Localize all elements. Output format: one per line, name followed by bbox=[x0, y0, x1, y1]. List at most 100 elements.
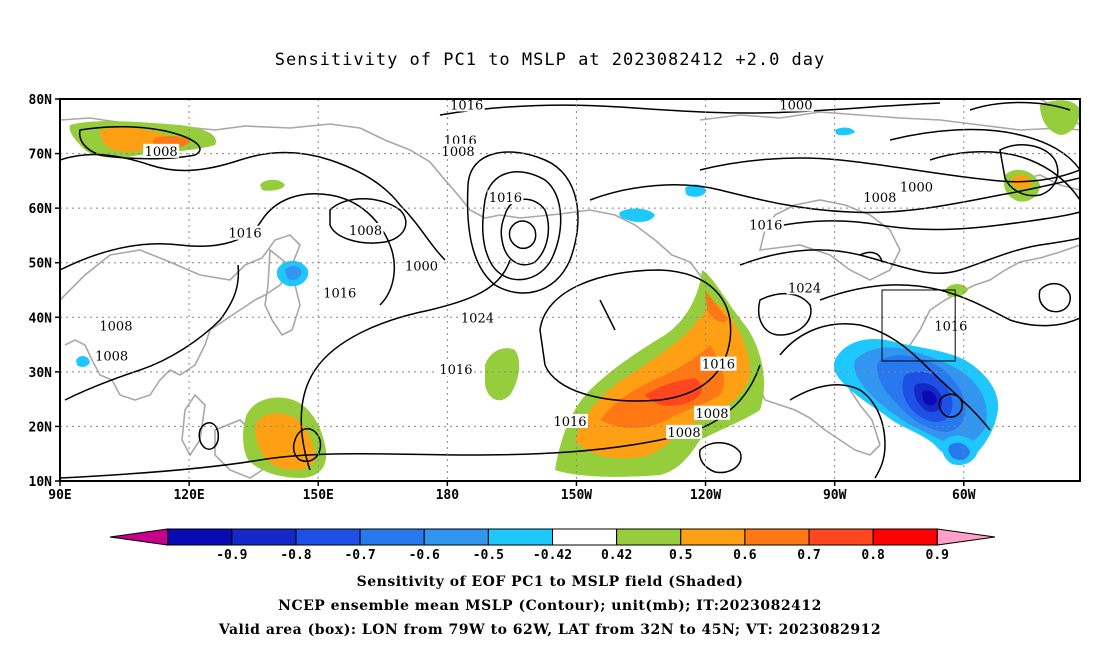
contour-label: 1008 bbox=[863, 191, 896, 206]
contour-label-bg bbox=[700, 356, 737, 371]
contour-label: 1016 bbox=[934, 319, 967, 334]
lat-label: 50N bbox=[29, 257, 53, 272]
contour-label: 1000 bbox=[900, 180, 933, 195]
map-title: Sensitivity of PC1 to MSLP at 2023082412… bbox=[274, 50, 826, 70]
shaded-region-23 bbox=[948, 442, 970, 460]
lon-label: 150W bbox=[561, 488, 592, 503]
contour-label-bg bbox=[321, 285, 358, 300]
contour-label: 1000 bbox=[779, 98, 812, 113]
contour-label-bg bbox=[442, 132, 479, 147]
colorbar-segment bbox=[295, 528, 361, 546]
contour-label-bg bbox=[861, 190, 898, 205]
colorbar: -0.9 -0.8 -0.7 -0.6 -0.5 -0.42 0.42 0.5 0.6 0.7 0.… bbox=[109, 528, 996, 563]
contour-label: 1016 bbox=[450, 98, 483, 113]
colorbar-min-arrow bbox=[109, 528, 169, 546]
contour-label-bg bbox=[227, 225, 264, 240]
contour-label-bg bbox=[898, 179, 935, 194]
colorbar-label: -0.5 bbox=[473, 548, 504, 563]
lon-label: 120E bbox=[173, 488, 204, 503]
contour-label: 1024 bbox=[461, 311, 494, 326]
contour-label: 1016 bbox=[229, 227, 262, 242]
colorbar-segment bbox=[423, 528, 489, 546]
contour-label: 1000 bbox=[405, 259, 438, 274]
lon-label: 90E bbox=[48, 488, 71, 503]
shaded-region-21 bbox=[922, 390, 937, 406]
footer-line-3: Valid area (box): LON from 79W to 62W, L… bbox=[218, 622, 882, 638]
shaded-region-27 bbox=[685, 184, 706, 197]
contour-label: 1016 bbox=[702, 358, 735, 373]
contour-label-bg bbox=[777, 99, 814, 112]
contour-label: 1016 bbox=[553, 415, 586, 430]
lon-label: 90W bbox=[823, 488, 847, 503]
contour-label: 1016 bbox=[749, 219, 782, 234]
contour-label-bg bbox=[440, 143, 477, 158]
colorbar-label: 0.5 bbox=[669, 548, 692, 563]
colorbar-segment bbox=[552, 528, 618, 546]
colorbar-label: -0.6 bbox=[409, 548, 440, 563]
colorbar-label: -0.7 bbox=[344, 548, 375, 563]
contour-label: 1016 bbox=[439, 363, 472, 378]
shaded-region-28 bbox=[835, 127, 855, 136]
colorbar-segment bbox=[680, 528, 746, 546]
colorbar-label: 0.8 bbox=[861, 548, 885, 563]
contour-label: 1008 bbox=[695, 407, 728, 422]
shaded-region-29 bbox=[76, 356, 90, 367]
contour-label-bg bbox=[747, 217, 784, 232]
shaded-region-25 bbox=[285, 266, 302, 280]
contour-label-bg bbox=[786, 280, 823, 295]
colorbar-segment bbox=[744, 528, 810, 546]
contour-label-bg bbox=[694, 405, 731, 420]
contour-label-bg bbox=[437, 362, 474, 377]
mslp-contours bbox=[60, 101, 1080, 479]
colorbar-label: 0.7 bbox=[797, 548, 820, 563]
colorbar-label: 0.9 bbox=[926, 548, 949, 563]
colorbar-segment bbox=[359, 528, 425, 546]
contour-label: 1008 bbox=[145, 145, 178, 160]
contour-label-bg bbox=[459, 310, 496, 325]
colorbar-label: -0.8 bbox=[280, 548, 311, 563]
contour-label-bg bbox=[932, 318, 969, 333]
lat-label: 70N bbox=[29, 148, 53, 163]
shaded-region-26 bbox=[619, 208, 655, 223]
colorbar-label: 0.42 bbox=[601, 548, 632, 563]
contour-label: 1008 bbox=[668, 426, 701, 441]
contour-label-bg bbox=[448, 99, 485, 112]
contour-label-bg bbox=[347, 222, 384, 237]
contour-label: 1016 bbox=[489, 191, 522, 206]
colorbar-segment bbox=[487, 528, 553, 546]
colorbar-label: -0.9 bbox=[216, 548, 247, 563]
contour-label-bg bbox=[666, 424, 703, 439]
footer-line-1: Sensitivity of EOF PC1 to MSLP field (Sh… bbox=[356, 574, 744, 590]
contour-label-bg bbox=[143, 143, 180, 158]
lat-label: 60N bbox=[29, 202, 53, 217]
contour-label-bg bbox=[552, 413, 588, 428]
lon-label: 120W bbox=[690, 488, 721, 503]
lat-label: 20N bbox=[29, 420, 53, 435]
lat-label: 10N bbox=[29, 475, 53, 490]
colorbar-segment bbox=[167, 528, 233, 546]
contour-label: 1016 bbox=[323, 287, 356, 302]
contour-label: 1024 bbox=[788, 281, 821, 296]
valid-area-box bbox=[881, 289, 956, 362]
contour-labels: 1016 1000 1016 1008 1008 1000 1016 1008 1016 1016… bbox=[93, 98, 969, 441]
shaded-region-12 bbox=[1040, 100, 1080, 135]
footer-line-2: NCEP ensemble mean MSLP (Contour); unit(… bbox=[278, 598, 822, 614]
lat-label: 30N bbox=[29, 366, 53, 381]
colorbar-max-arrow bbox=[936, 528, 996, 546]
shaded-region-11 bbox=[260, 179, 285, 191]
lon-label: 180 bbox=[436, 488, 460, 503]
shaded-region-3 bbox=[645, 378, 702, 406]
lat-label: 80N bbox=[29, 93, 53, 108]
colorbar-segment bbox=[872, 528, 938, 546]
colorbar-segment bbox=[616, 528, 682, 546]
shaded-region-4 bbox=[705, 290, 728, 322]
colorbar-segment bbox=[808, 528, 874, 546]
grid-lines bbox=[60, 99, 1080, 481]
contour-label-bg bbox=[403, 258, 440, 273]
contour-label: 1008 bbox=[99, 319, 132, 334]
shaded-region-7 bbox=[485, 348, 520, 401]
contour-label-bg bbox=[487, 190, 524, 205]
contour-label-bg bbox=[93, 348, 130, 363]
